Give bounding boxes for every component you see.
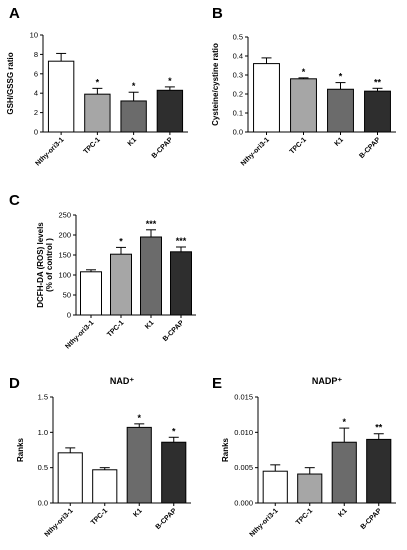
x-category-label: B-CPAP xyxy=(162,319,186,343)
bar xyxy=(47,60,75,133)
bar xyxy=(140,236,162,316)
y-tick-label: 8 xyxy=(34,50,38,59)
x-category-label: K1 xyxy=(127,136,138,147)
y-tick-label: 250 xyxy=(58,211,71,220)
y-tick-label: 6 xyxy=(34,69,38,78)
significance-label: * xyxy=(132,81,136,91)
y-tick-label: 150 xyxy=(58,251,71,260)
x-category-label: TPC-1 xyxy=(295,507,314,526)
y-tick-label: 0.015 xyxy=(234,393,253,402)
x-category-label: K1 xyxy=(144,319,155,330)
panel-title: NAD⁺ xyxy=(110,376,134,386)
x-category-label: B-CPAP xyxy=(155,507,179,531)
y-tick-label: 4 xyxy=(34,89,38,98)
y-axis-label-2: (% of control ) xyxy=(45,238,54,292)
bar xyxy=(262,470,288,504)
panel-title: NADP⁺ xyxy=(312,376,343,386)
significance-label: * xyxy=(302,67,306,77)
y-tick-label: 0.3 xyxy=(233,71,243,80)
y-axis-label: DCFH-DA (ROS) levels xyxy=(36,222,45,308)
significance-label: * xyxy=(137,413,141,423)
x-category-label: B-CPAP xyxy=(358,136,382,160)
significance-label: * xyxy=(342,417,346,427)
x-category-label: Nthy-ori3-1 xyxy=(249,507,280,538)
y-tick-label: 200 xyxy=(58,231,71,240)
y-axis-label: GSH/GSSG ratio xyxy=(6,52,15,114)
y-tick-label: 2 xyxy=(34,108,38,117)
y-tick-label: 0.010 xyxy=(234,428,253,437)
panel-letter: A xyxy=(9,5,20,22)
bar xyxy=(297,473,323,504)
significance-label: ** xyxy=(374,77,382,87)
y-tick-label: 100 xyxy=(58,271,71,280)
x-category-label: Nthy-ori3-1 xyxy=(240,136,271,167)
bar xyxy=(331,441,357,504)
y-tick-label: 50 xyxy=(63,291,71,300)
y-tick-label: 0.0 xyxy=(233,128,243,137)
significance-label: *** xyxy=(146,219,157,229)
bar xyxy=(57,452,83,504)
x-category-label: TPC-1 xyxy=(83,136,102,155)
y-tick-label: 0 xyxy=(67,311,71,320)
y-axis-label: Ranks xyxy=(16,437,25,462)
bar xyxy=(161,441,187,504)
bar xyxy=(92,469,118,504)
bar xyxy=(84,93,111,133)
y-tick-label: 0.5 xyxy=(38,463,48,472)
bar xyxy=(110,253,132,316)
significance-label: * xyxy=(339,72,343,82)
y-axis-label: Cysteine/cystine ratio xyxy=(211,43,220,126)
bar xyxy=(80,271,102,316)
y-tick-label: 0.1 xyxy=(233,109,243,118)
bar xyxy=(126,426,152,504)
panel-letter: C xyxy=(9,192,20,209)
bar xyxy=(290,78,317,133)
significance-label: * xyxy=(168,76,172,86)
significance-label: *** xyxy=(176,236,187,246)
y-tick-label: 1.0 xyxy=(38,428,48,437)
panel-letter: D xyxy=(9,375,20,392)
x-category-label: Nthy-ori3-1 xyxy=(34,136,65,167)
bar xyxy=(120,100,147,133)
significance-label: * xyxy=(119,236,123,246)
x-category-label: Nthy-ori3-1 xyxy=(44,507,75,538)
y-tick-label: 0.000 xyxy=(234,499,253,508)
x-category-label: B-CPAP xyxy=(360,507,384,531)
panel-letter: E xyxy=(212,375,222,392)
significance-label: * xyxy=(96,77,100,87)
bar xyxy=(170,251,192,316)
x-category-label: B-CPAP xyxy=(151,136,175,160)
x-category-label: TPC-1 xyxy=(90,507,109,526)
y-tick-label: 0.4 xyxy=(233,52,243,61)
bar xyxy=(327,88,354,133)
panel-letter: B xyxy=(212,5,223,22)
y-tick-label: 1.5 xyxy=(38,393,48,402)
y-tick-label: 0.5 xyxy=(233,33,243,42)
x-category-label: Nthy-ori3-1 xyxy=(64,319,95,350)
significance-label: ** xyxy=(375,423,383,433)
y-axis-label: Ranks xyxy=(221,437,230,462)
x-category-label: K1 xyxy=(132,507,143,518)
bar xyxy=(156,89,184,133)
x-category-label: K1 xyxy=(337,507,348,518)
significance-label: * xyxy=(172,426,176,436)
y-tick-label: 0.2 xyxy=(233,90,243,99)
x-category-label: K1 xyxy=(334,136,345,147)
y-tick-label: 10 xyxy=(30,31,38,40)
y-tick-label: 0 xyxy=(34,128,38,137)
x-category-label: TPC-1 xyxy=(106,319,125,338)
bar xyxy=(364,90,391,133)
x-category-label: TPC-1 xyxy=(289,136,308,155)
bar xyxy=(253,63,280,133)
y-tick-label: 0.0 xyxy=(38,499,48,508)
y-tick-label: 0.005 xyxy=(234,463,253,472)
bar xyxy=(366,438,392,504)
